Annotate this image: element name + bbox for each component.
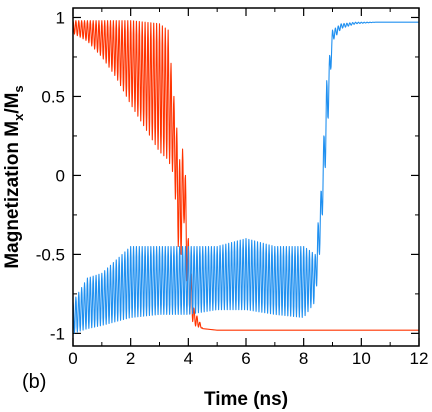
y-axis-title-sub-s: s — [11, 85, 26, 92]
x-tick-label: 0 — [68, 349, 77, 368]
x-tick-label: 4 — [184, 349, 193, 368]
series-line-1 — [72, 20, 420, 331]
x-tick-label: 12 — [410, 349, 429, 368]
series-layer — [72, 20, 420, 334]
x-tick-label: 8 — [299, 349, 308, 368]
series-line-2 — [72, 21, 420, 334]
y-tick-label: 1 — [56, 8, 65, 27]
y-axis-title-slash: /M — [2, 93, 23, 114]
y-tick-label: 0.5 — [41, 87, 65, 106]
y-axis-title-main: Magnetization M — [2, 121, 23, 269]
tick-labels: 0 2 4 6 8 10 12 1 0.5 0 -0.5 -1 — [36, 8, 429, 368]
x-tick-label: 6 — [241, 349, 250, 368]
y-axis-title: Magnetization Mx/Ms — [2, 85, 26, 268]
y-tick-label: -0.5 — [36, 245, 65, 264]
y-tick-label: -1 — [50, 324, 65, 343]
x-tick-label: 10 — [352, 349, 371, 368]
y-tick-label: 0 — [56, 166, 65, 185]
panel-label: (b) — [22, 371, 46, 393]
x-tick-label: 2 — [126, 349, 135, 368]
plot-frame — [72, 7, 420, 347]
y-axis-title-sub-x: x — [11, 113, 26, 121]
axis-ticks — [72, 8, 420, 346]
x-axis-title: Time (ns) — [204, 389, 288, 410]
